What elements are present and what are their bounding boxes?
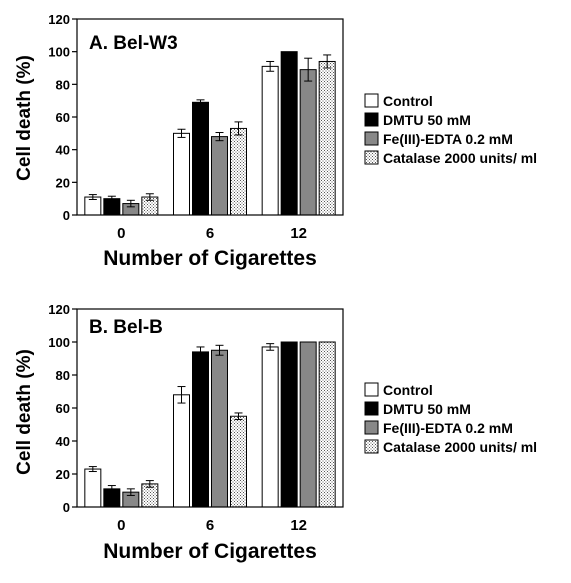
bars bbox=[84, 51, 336, 216]
bars bbox=[84, 341, 336, 508]
y-tick-label: 100 bbox=[48, 335, 70, 350]
plot-frame bbox=[76, 18, 344, 216]
bar-catalase bbox=[318, 60, 336, 216]
legend: Control DMTU 50 mM Fe(III)-EDTA 0.2 mM Cata… bbox=[364, 93, 537, 166]
y-axis-title: Cell death (%) bbox=[14, 55, 35, 181]
panel-b: Cell death (%) B. Bel-B 020406080100120 … bbox=[14, 302, 537, 563]
bar-control bbox=[173, 132, 190, 216]
legend-swatch-dmtu bbox=[364, 401, 379, 416]
legend-swatch-catalase bbox=[364, 150, 379, 165]
bar-control bbox=[173, 394, 190, 508]
bar-fe-edta bbox=[299, 69, 317, 216]
y-axis-title: Cell death (%) bbox=[14, 349, 35, 475]
y-tick-label: 80 bbox=[56, 77, 70, 92]
y-tick-label: 20 bbox=[56, 467, 70, 482]
legend-label-control: Control bbox=[383, 93, 433, 109]
bar-dmtu bbox=[280, 341, 298, 508]
legend: Control DMTU 50 mM Fe(III)-EDTA 0.2 mM Cata… bbox=[364, 382, 537, 455]
y-tick-label: 120 bbox=[48, 12, 70, 27]
bar-dmtu bbox=[192, 351, 209, 508]
x-category-label: 0 bbox=[117, 517, 125, 534]
y-tick-label: 60 bbox=[56, 401, 70, 416]
legend-label-control: Control bbox=[383, 382, 433, 398]
legend-label-catalase: Catalase 2000 units/ ml bbox=[383, 439, 537, 455]
axes bbox=[76, 308, 344, 508]
bar-fe-edta bbox=[211, 349, 228, 508]
bar-control bbox=[84, 468, 102, 508]
bar-fe-edta bbox=[299, 341, 317, 508]
bar-control bbox=[261, 65, 279, 216]
y-tick-label: 40 bbox=[56, 434, 70, 449]
x-category-label: 0 bbox=[117, 225, 125, 242]
y-tick-label: 0 bbox=[63, 500, 70, 515]
legend-swatch-fe-edta bbox=[364, 420, 379, 435]
legend-swatch-control bbox=[364, 93, 379, 108]
legend-swatch-fe-edta bbox=[364, 131, 379, 146]
bar-fe-edta bbox=[211, 136, 228, 216]
y-tick-label: 60 bbox=[56, 110, 70, 125]
legend-label-dmtu: DMTU 50 mM bbox=[383, 112, 471, 128]
y-ticks: 0 20 40 60 80 100 120 bbox=[48, 12, 77, 223]
x-category-label: 12 bbox=[290, 225, 307, 242]
legend-swatch-control bbox=[364, 382, 379, 397]
panel-title: A. Bel-W3 bbox=[89, 33, 178, 54]
bar-control bbox=[261, 346, 279, 508]
x-category-label: 6 bbox=[206, 225, 214, 242]
axes bbox=[76, 18, 344, 216]
bar-dmtu bbox=[192, 101, 209, 216]
y-tick-label: 20 bbox=[56, 175, 70, 190]
legend-swatch-catalase bbox=[364, 439, 379, 454]
bar-catalase bbox=[230, 127, 247, 216]
legend-label-dmtu: DMTU 50 mM bbox=[383, 401, 471, 417]
x-category-label: 6 bbox=[206, 517, 214, 534]
x-categories: 0 6 12 bbox=[117, 517, 307, 534]
y-tick-label: 0 bbox=[63, 208, 70, 223]
x-axis-title: Number of Cigarettes bbox=[103, 247, 317, 270]
y-tick-label: 120 bbox=[48, 302, 70, 317]
legend-label-fe-edta: Fe(III)-EDTA 0.2 mM bbox=[383, 131, 513, 147]
bar-dmtu bbox=[280, 51, 298, 216]
x-axis-title: Number of Cigarettes bbox=[103, 540, 317, 563]
plot-frame bbox=[76, 308, 344, 508]
x-category-label: 12 bbox=[290, 517, 307, 534]
y-tick-label: 80 bbox=[56, 368, 70, 383]
x-categories: 0 6 12 bbox=[117, 225, 307, 242]
y-tick-label: 40 bbox=[56, 143, 70, 158]
legend-label-fe-edta: Fe(III)-EDTA 0.2 mM bbox=[383, 420, 513, 436]
y-ticks: 0 20 40 60 80 100 120 bbox=[48, 302, 77, 515]
bar-catalase bbox=[318, 341, 336, 508]
y-tick-label: 100 bbox=[48, 45, 70, 60]
panel-a: Cell death (%) A. Bel-W3 020406080100120… bbox=[14, 12, 537, 270]
legend-swatch-dmtu bbox=[364, 112, 379, 127]
bar-catalase bbox=[230, 415, 247, 508]
panel-title: B. Bel-B bbox=[89, 317, 163, 338]
legend-label-catalase: Catalase 2000 units/ ml bbox=[383, 150, 537, 166]
